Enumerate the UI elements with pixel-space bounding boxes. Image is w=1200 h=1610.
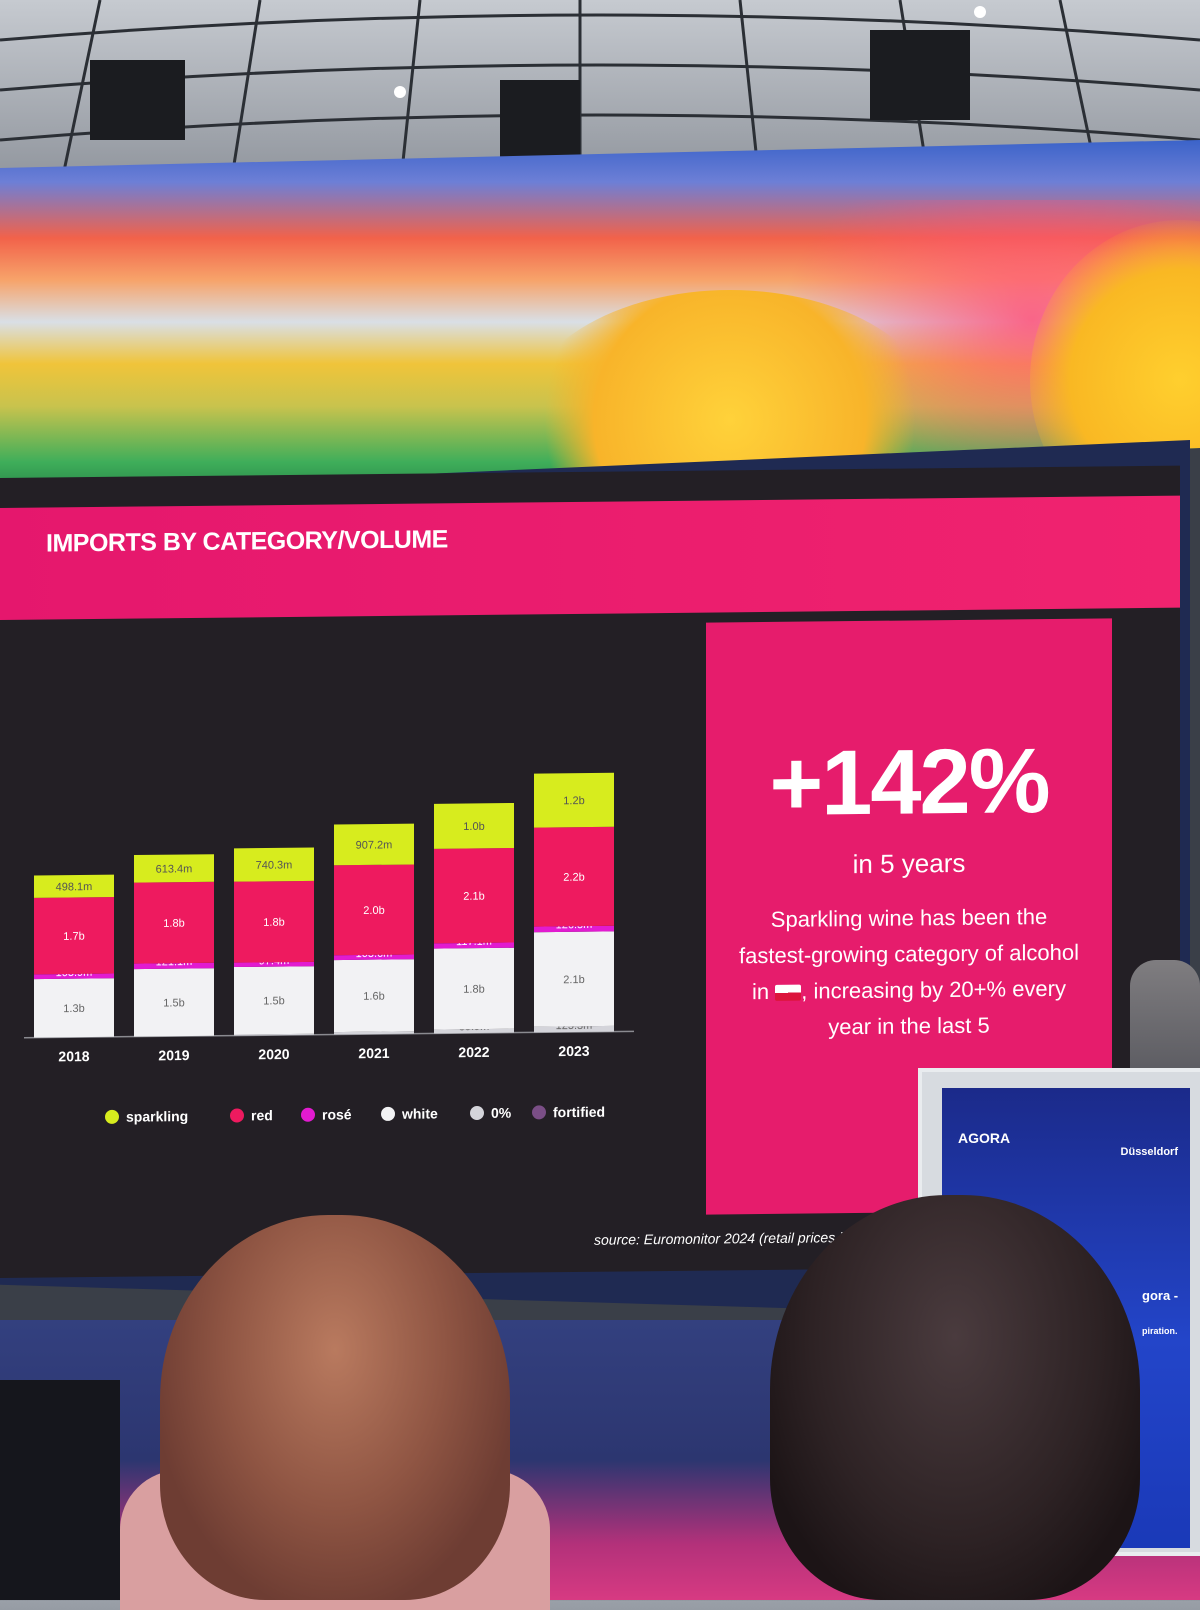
- bar-value-label: 1.5b: [163, 997, 184, 1009]
- bar-value-label: 613.4m: [156, 863, 193, 875]
- bar-segment-rosé-2020: [234, 961, 314, 968]
- legend-marker-sparkling: [105, 1109, 119, 1124]
- x-tick-label: 2023: [558, 1043, 589, 1059]
- bar-value-label: 2.1b: [563, 974, 584, 986]
- prowein-city: Düsseldorf: [1120, 1146, 1178, 1158]
- bar-segment-white-2021: [334, 959, 414, 1033]
- bar-value-label: 1.3b: [63, 1003, 84, 1015]
- x-tick-label: 2019: [158, 1047, 189, 1063]
- bar-value-label: 2.2b: [563, 872, 584, 884]
- poland-flag-icon: [775, 984, 802, 1001]
- bar-value-label: 1.2b: [563, 795, 584, 807]
- legend-marker-0pct: [470, 1106, 484, 1121]
- bar-segment-white-2022: [434, 947, 514, 1030]
- legend-marker-rosé: [301, 1107, 315, 1122]
- bar-segment-white-2018: [34, 978, 114, 1038]
- x-tick-label: 2021: [358, 1045, 389, 1061]
- audience-head-left: [160, 1215, 510, 1600]
- bar-segment-red-2021: [334, 864, 414, 956]
- stat-subtitle: in 5 years: [852, 847, 966, 880]
- bar-value-label: 1.8b: [463, 984, 484, 996]
- bar-value-label: 740.3m: [256, 859, 293, 871]
- audience-shadow: [0, 1380, 120, 1600]
- bar-segment-rosé-2021: [334, 954, 414, 961]
- stat-description: Sparkling wine has been the fastest-grow…: [736, 899, 1082, 1047]
- x-tick-label: 2018: [58, 1048, 89, 1064]
- bar-value-label: 1.0b: [463, 821, 484, 833]
- bar-segment-0pct-2021: [334, 1031, 414, 1035]
- bar-segment-white-2023: [534, 931, 614, 1027]
- agora-logo: AGORA: [958, 1130, 1011, 1146]
- legend-label: sparkling: [126, 1108, 188, 1125]
- bar-value-label: 1.8b: [263, 917, 284, 929]
- bar-value-label: 907.2m: [356, 839, 393, 851]
- legend-label: red: [251, 1107, 273, 1123]
- stat-description-end: , increasing by 20+% every year in the l…: [801, 975, 1066, 1040]
- legend-marker-white: [381, 1106, 395, 1121]
- bar-segment-rosé-2023: [534, 925, 614, 933]
- bar-value-label: 1.6b: [363, 991, 384, 1003]
- bar-segment-rosé-2022: [434, 942, 514, 949]
- stat-percentage: +142%: [769, 730, 1049, 835]
- stacked-bar-chart: 0.01.3b105.9m1.7b498.1m20180.01.5b121.1m…: [20, 731, 700, 1168]
- legend-marker-red: [230, 1108, 244, 1123]
- legend-label: fortified: [553, 1104, 605, 1121]
- bar-segment-rosé-2018: [34, 973, 114, 980]
- bar-value-label: 1.5b: [263, 995, 284, 1007]
- bar-segment-0pct-2022: [434, 1028, 514, 1034]
- legend-label: rosé: [322, 1106, 352, 1122]
- bar-value-label: 1.8b: [163, 918, 184, 930]
- bar-segment-sparkling-2019: [134, 854, 214, 883]
- bar-segment-white-2019: [134, 968, 214, 1037]
- bar-segment-0pct-2020: [234, 1033, 314, 1036]
- bar-value-label: 2.0b: [363, 905, 384, 917]
- slide-title: IMPORTS BY CATEGORY/VOLUME: [46, 525, 448, 558]
- presentation-slide: IMPORTS BY CATEGORY/VOLUME 0.01.3b105.9m…: [0, 465, 1180, 1279]
- presenter: [1130, 960, 1200, 1080]
- x-tick-label: 2022: [458, 1044, 489, 1060]
- lectern-headline: gora -: [1142, 1288, 1179, 1303]
- bar-segment-sparkling-2021: [334, 823, 414, 866]
- bar-segment-rosé-2019: [134, 962, 214, 970]
- decorative-banner: [0, 140, 1200, 490]
- legend-label: white: [401, 1105, 438, 1121]
- x-axis-line: [24, 1030, 634, 1039]
- bar-segment-red-2018: [34, 897, 114, 975]
- bar-segment-sparkling-2020: [234, 847, 314, 882]
- bar-segment-0pct-2023: [534, 1025, 614, 1033]
- slide-header-bar: [0, 495, 1180, 620]
- bar-value-label: 1.7b: [63, 931, 84, 943]
- bar-segment-red-2020: [234, 880, 314, 963]
- bar-segment-sparkling-2023: [534, 772, 614, 828]
- bar-segment-red-2019: [134, 881, 214, 964]
- bar-value-label: 2.1b: [463, 891, 484, 903]
- legend-label: 0%: [491, 1105, 512, 1121]
- bar-segment-red-2022: [434, 847, 514, 944]
- legend-marker-fortified: [532, 1105, 546, 1120]
- x-tick-label: 2020: [258, 1046, 289, 1062]
- bar-value-label: 498.1m: [56, 881, 93, 893]
- bar-segment-sparkling-2022: [434, 802, 514, 849]
- bar-segment-sparkling-2018: [34, 874, 114, 898]
- audience-head-right: [770, 1195, 1140, 1600]
- bar-segment-white-2020: [234, 966, 314, 1035]
- lectern-tagline: piration.: [1142, 1326, 1178, 1336]
- chart-svg: 0.01.3b105.9m1.7b498.1m20180.01.5b121.1m…: [24, 772, 634, 1125]
- bar-segment-red-2023: [534, 826, 614, 927]
